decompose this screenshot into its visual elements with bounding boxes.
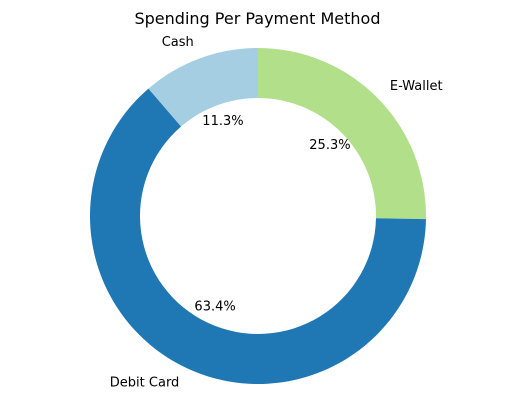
- chart-title: Spending Per Payment Method: [134, 9, 380, 28]
- donut-slices: [90, 48, 426, 385]
- slice-percentage: 63.4%: [194, 300, 235, 315]
- slice-percentage: 11.3%: [202, 114, 243, 129]
- slice-label: E-Wallet: [390, 79, 443, 94]
- slice-debit-card: [90, 88, 426, 385]
- slice-label: Cash: [162, 35, 194, 50]
- slice-label: Debit Card: [110, 376, 180, 391]
- slice-cash: [148, 48, 258, 127]
- slice-percentage: 25.3%: [309, 138, 350, 153]
- slice-labels: E-Wallet 25.3% Debit Card 63.4% Cash 11.3%: [110, 35, 443, 390]
- slice-e-wallet: [258, 48, 426, 220]
